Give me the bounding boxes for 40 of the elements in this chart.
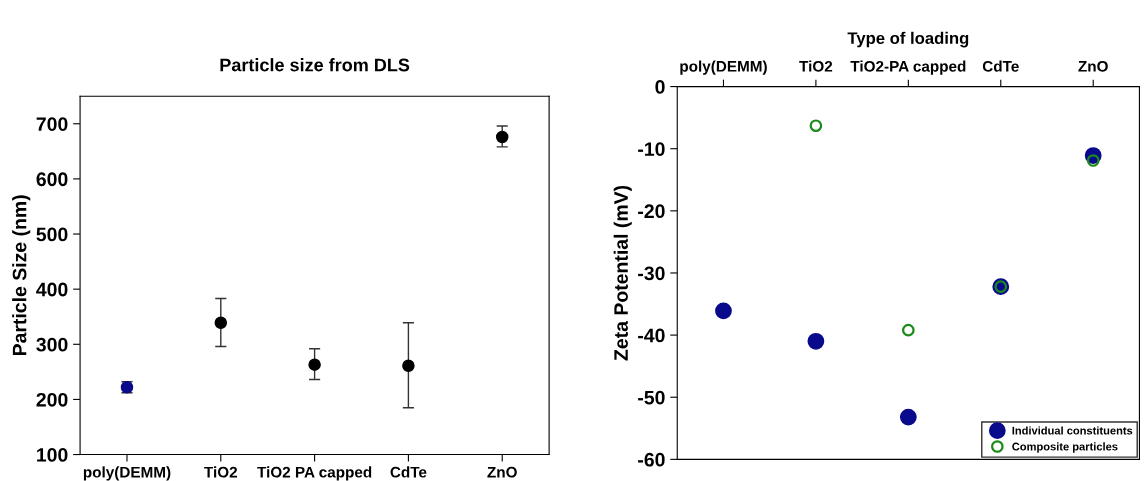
x-tick-label: CdTe (982, 60, 1019, 72)
x-tick-label: ZnO (1078, 60, 1108, 72)
y-tick-label: 500 (36, 227, 68, 242)
x-tick-label: TiO2 (799, 60, 833, 72)
y-tick-label: 700 (36, 117, 68, 131)
x-axis-title: Type of loading (847, 31, 969, 48)
point (899, 408, 917, 426)
point (495, 130, 509, 144)
x-tick-label: TiO2-PA capped (850, 60, 966, 75)
y-tick-label: 0 (655, 80, 665, 94)
y-tick-label: -60 (638, 452, 665, 467)
point (715, 302, 732, 320)
x-tick-label: poly(DEMM) (83, 466, 171, 481)
x-tick-label: CdTe (390, 466, 427, 478)
point (1086, 154, 1100, 167)
x-tick-label: TiO2 PA capped (257, 466, 372, 481)
point (809, 119, 823, 133)
legend-label: Individual constituents (1012, 426, 1133, 435)
y-tick-label: 400 (36, 282, 68, 297)
y-tick-label: 600 (36, 172, 68, 187)
y-tick-label: 200 (36, 392, 68, 407)
y-tick-label: -30 (638, 266, 665, 281)
y-tick-label: 300 (36, 337, 68, 352)
x-tick-label: ZnO (487, 466, 517, 478)
y-tick-label: 100 (37, 448, 68, 462)
x-tick-label: TiO2 (204, 466, 238, 478)
point (214, 316, 228, 330)
chart-title: Particle size from DLS (220, 58, 410, 72)
y-tick-label: -40 (638, 328, 665, 343)
y-tick-label: -50 (638, 390, 665, 405)
y-axis-title: Zeta Potential (mV) (613, 185, 632, 361)
point (902, 323, 915, 337)
y-axis-title: Particle Size (nm) (12, 195, 31, 356)
point (308, 358, 321, 371)
point (402, 359, 415, 373)
point (807, 332, 825, 350)
x-tick-label: poly(DEMM) (680, 60, 767, 75)
y-tick-label: -10 (638, 142, 665, 156)
y-tick-label: -20 (638, 204, 665, 219)
legend-label: Composite particles (1012, 442, 1118, 453)
